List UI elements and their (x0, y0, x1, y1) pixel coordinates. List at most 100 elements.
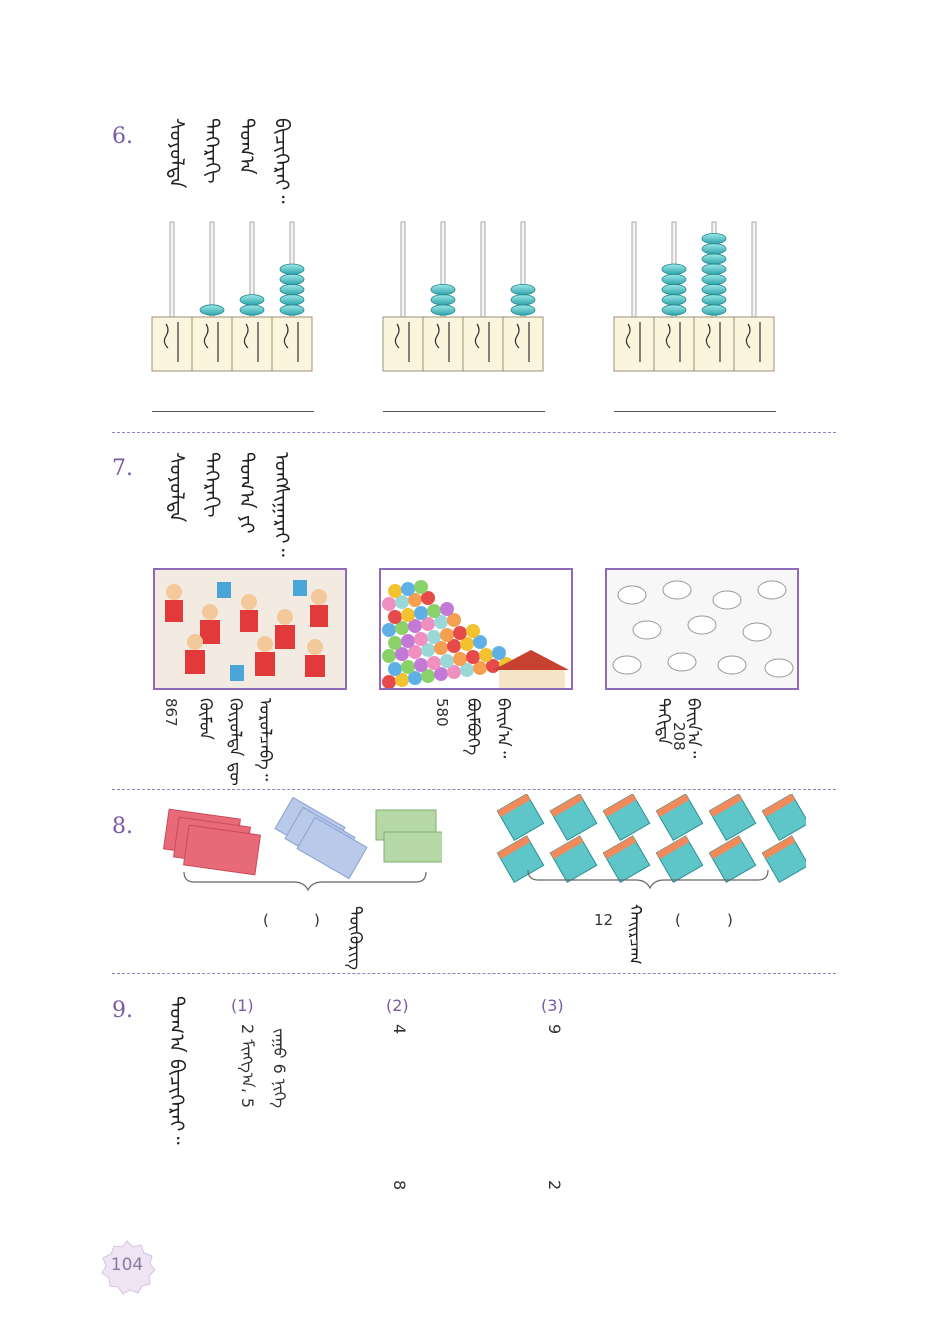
balloon (447, 613, 461, 627)
pencil-box (708, 794, 757, 842)
balloon (408, 671, 422, 685)
runners-count: 867 (162, 698, 180, 727)
answer-line-1[interactable] (152, 411, 314, 412)
abacus-rod (751, 221, 757, 319)
balloons-count: 580 (433, 698, 451, 727)
abacus-rod (480, 221, 486, 319)
place-value-script (394, 322, 410, 362)
right-paren: ) (314, 911, 320, 929)
abacus-bead (279, 294, 305, 306)
abacus (382, 221, 544, 372)
abacus-bead (199, 304, 225, 316)
place-value-cell (502, 316, 544, 372)
balloon (434, 667, 448, 681)
balloon (421, 591, 435, 605)
pencil-box (602, 835, 651, 884)
abacus-bead (701, 294, 727, 306)
place-value-cell (693, 316, 735, 372)
balloon (492, 646, 506, 660)
balloon (440, 654, 454, 668)
item-3-label: (3) (541, 996, 564, 1015)
balloon (388, 636, 402, 650)
balloon (447, 639, 461, 653)
boxes-unit-label: ᠬᠠᠢᠷᠴᠠᠭ (625, 904, 645, 965)
abacus-rod (169, 221, 175, 319)
section-divider (112, 432, 836, 433)
place-value-script (705, 322, 721, 362)
place-value-cell (422, 316, 464, 372)
place-value-script (243, 322, 259, 362)
section-divider (112, 789, 836, 790)
place-value-script (203, 322, 219, 362)
place-value-cell (382, 316, 424, 372)
abacus-bead (430, 304, 456, 316)
page-number: 104 (110, 1255, 144, 1275)
abacus-bead (510, 304, 536, 316)
right-brace (527, 869, 769, 890)
place-value-cell (462, 316, 504, 372)
balloon (382, 597, 396, 611)
item-2-label: (2) (386, 996, 409, 1015)
balloon (421, 617, 435, 631)
abacus-bead (701, 253, 727, 265)
abacus-bead (701, 273, 727, 286)
abacus-bead (430, 294, 456, 306)
balloon (447, 665, 461, 679)
balloon (395, 595, 409, 609)
balloon (427, 656, 441, 670)
abacus-bead (279, 263, 305, 275)
item-1-label: (1) (231, 996, 254, 1015)
boxes-count: 12 (594, 911, 614, 929)
place-value-cell (151, 316, 193, 372)
balloon (414, 632, 428, 646)
balloon (395, 673, 409, 687)
balloon (466, 650, 480, 664)
abacus-rod (209, 221, 215, 319)
place-value-cell (733, 316, 775, 372)
pigeons-count: 208 (670, 722, 688, 751)
abacus-bead (661, 304, 687, 316)
balloon (473, 661, 487, 675)
balloon (453, 652, 467, 666)
balloon (401, 582, 415, 596)
balloon (421, 643, 435, 657)
abacus-bead (430, 284, 456, 296)
balloon (408, 619, 422, 633)
page-number-badge (101, 1240, 156, 1295)
right-paren: ) (727, 911, 733, 929)
abacus-bead (510, 294, 536, 306)
balloon (401, 634, 415, 648)
section-divider (112, 973, 836, 974)
abacus-bead (661, 273, 687, 286)
pencil-box (761, 794, 806, 842)
item-3-value-a: 9 (545, 1024, 564, 1035)
balloon (382, 623, 396, 637)
answer-line-3[interactable] (614, 411, 776, 412)
runners-image (153, 568, 347, 690)
balloon (434, 615, 448, 629)
pencil-box (655, 835, 704, 884)
balloon (440, 628, 454, 642)
left-paren: ( (675, 911, 681, 929)
question-number-9: 9. (112, 998, 133, 1023)
place-value-script (434, 322, 450, 362)
balloon (408, 645, 422, 659)
balloons-caption: ᠪᠥᠮᠪᠦᠭᠡ ᠪᠠᠢᠨ᠎ᠠ᠃ (463, 698, 513, 759)
answer-blank-left[interactable] (272, 906, 312, 932)
answer-line-2[interactable] (383, 411, 545, 412)
pencil-box (496, 835, 545, 884)
place-value-script (745, 322, 761, 362)
question-number-6: 6. (112, 124, 133, 149)
balloon (414, 580, 428, 594)
banknote-unit-label: ᠲᠦᠬᠦᠷᠢᠭ (345, 906, 365, 971)
answer-blank-right[interactable] (684, 906, 724, 932)
pigeons-image (605, 568, 799, 690)
abacus (613, 221, 775, 372)
balloon (408, 593, 422, 607)
question-number-7: 7. (112, 456, 133, 481)
balloon (382, 675, 396, 688)
item-1-line-1: 2 ᠮᠢᠩᠭ᠎ᠠ، 5 (238, 1024, 257, 1109)
place-value-script (665, 322, 681, 362)
abacus-bead (661, 263, 687, 275)
question-9-instruction: ᠲᠤᠭ᠎ᠠ ᠪᠢᠴᠢᠭᠡᠷᠡᠢ᠃ (165, 996, 189, 1145)
